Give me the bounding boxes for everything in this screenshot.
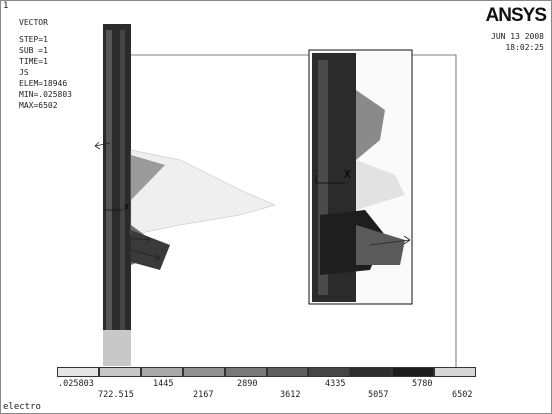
legend-label-upper-3: 4335 [325,379,346,389]
jobname-label: electro [3,402,41,412]
legend-label-upper-2: 2890 [237,379,258,389]
legend-segment-2 [140,367,183,377]
legend-segment-9 [434,367,477,377]
legend-segment-3 [182,367,225,377]
legend-segment-5 [266,367,309,377]
legend-segment-6 [308,367,351,377]
info-line-sub: SUB =1 [19,46,48,55]
legend-segment-1 [98,367,141,377]
legend-segment-0 [57,367,99,377]
vector-arrows [94,141,411,262]
legend-label-lower-1: 2167 [193,390,214,400]
legend-label-upper-0: .025803 [58,379,94,389]
info-line-item: JS [19,68,29,77]
legend-label-lower-2: 3612 [280,390,301,400]
contour-legend-bar [57,367,477,377]
legend-segment-7 [350,367,393,377]
inset-vectors [312,53,405,302]
legend-label-upper-4: 5780 [412,379,433,389]
result-info-block: VECTOR STEP=1 SUB =1 TIME=1 JS ELEM=1894… [19,17,72,111]
left-column-vectors [103,24,276,366]
info-line-title: VECTOR [19,18,48,27]
info-line-max: MAX=6502 [19,101,58,110]
ansys-logo: ANSYS [485,5,547,26]
axis-marker-left: X [124,203,129,212]
legend-label-lower-4: 6502 [452,390,473,400]
legend-segment-8 [392,367,435,377]
date-label: JUN 13 2008 [491,32,544,41]
legend-label-lower-3: 5057 [368,390,389,400]
time-label: 18:02:25 [505,43,544,52]
info-line-elem: ELEM=18946 [19,79,68,88]
info-line-time: TIME=1 [19,57,48,66]
info-line-min: MIN=.025803 [19,90,72,99]
datetime-block: JUN 13 2008 18:02:25 [491,31,544,53]
axis-marker-inset: X [344,168,351,181]
window-number: 1 [3,1,9,11]
legend-segment-4 [224,367,267,377]
model-outline [130,54,457,367]
info-line-step: STEP=1 [19,35,48,44]
legend-label-upper-1: 1445 [153,379,174,389]
legend-label-lower-0: 722.515 [98,390,134,400]
